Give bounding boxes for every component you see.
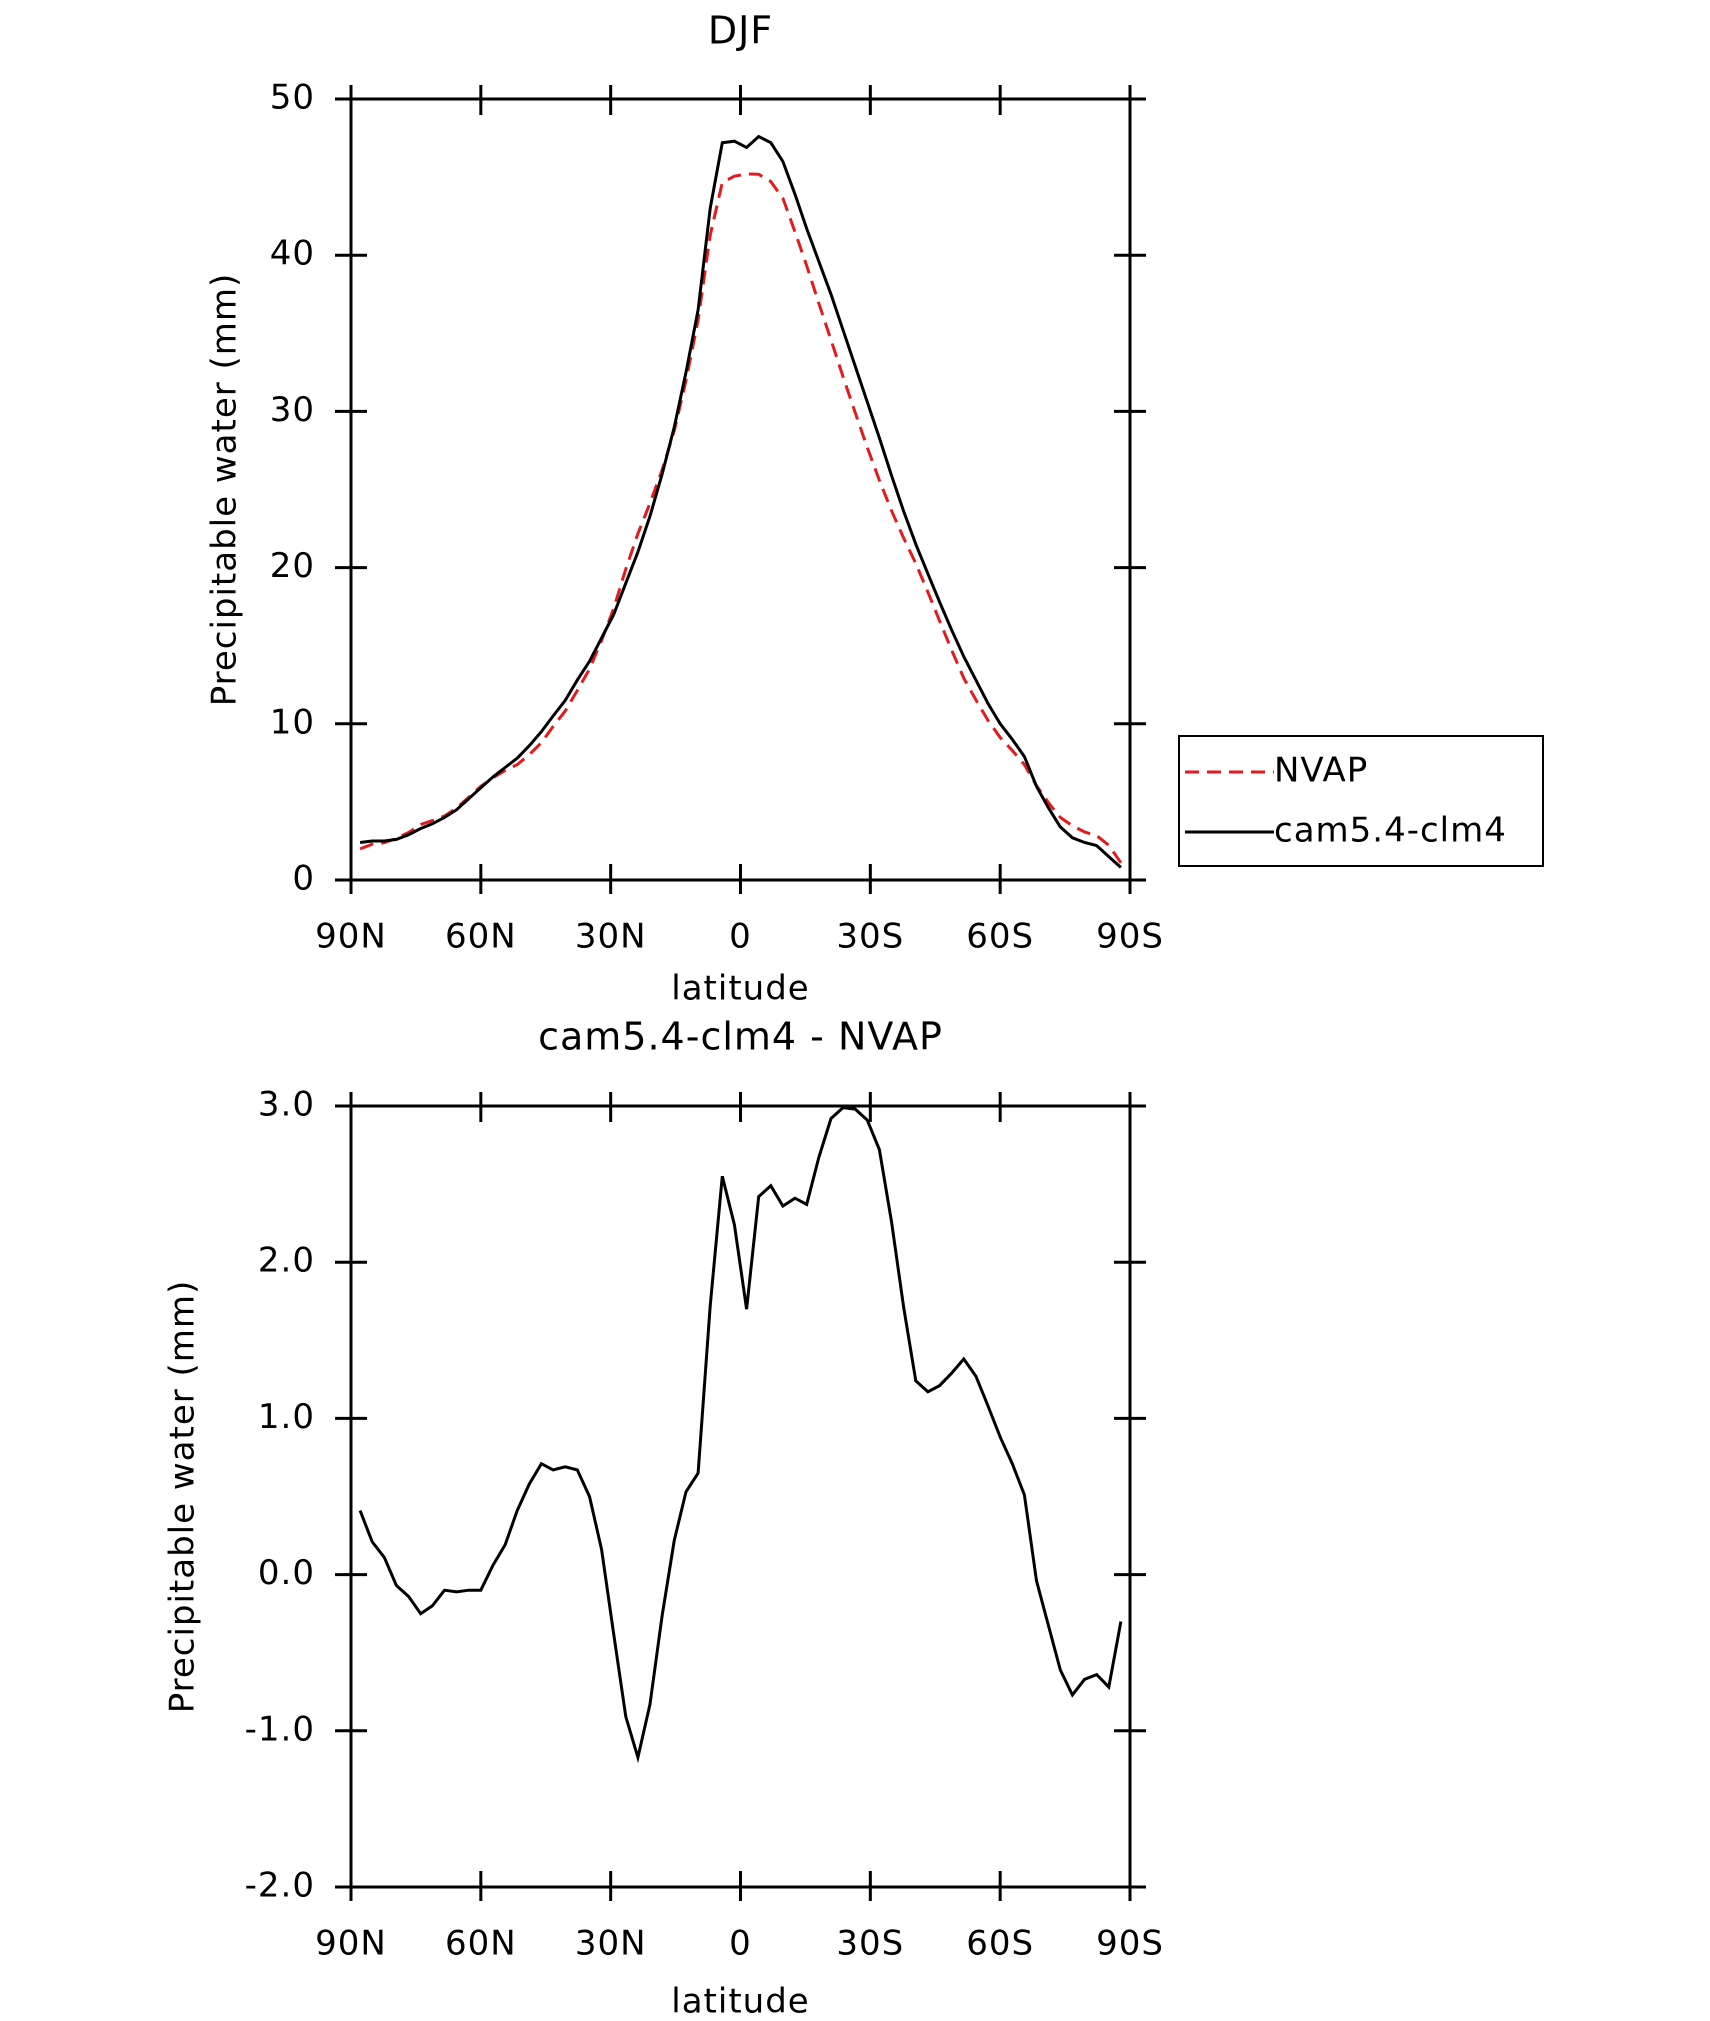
y-tick-label: 0.0 bbox=[258, 1553, 315, 1593]
x-tick-label: 60S bbox=[966, 917, 1034, 957]
x-tick-label: 30S bbox=[836, 1924, 904, 1964]
data-line bbox=[359, 134, 1122, 869]
x-tick-label: 30N bbox=[575, 917, 647, 957]
y-tick-label: 3.0 bbox=[258, 1085, 315, 1125]
chart-title: DJF bbox=[708, 9, 773, 53]
x-tick-label: 0 bbox=[729, 1924, 752, 1964]
y-tick-label: 30 bbox=[270, 390, 315, 430]
y-tick-label: 1.0 bbox=[258, 1397, 315, 1437]
x-tick-label: 0 bbox=[729, 917, 752, 957]
x-tick-label: 30S bbox=[836, 917, 904, 957]
y-tick-label: -1.0 bbox=[245, 1709, 315, 1749]
legend-label: cam5.4-clm4 bbox=[1274, 811, 1507, 851]
plot-frame bbox=[349, 1104, 1132, 1889]
x-tick-label: 90S bbox=[1096, 1924, 1164, 1964]
x-tick-label: 90S bbox=[1096, 917, 1164, 957]
x-tick-label: 60N bbox=[445, 917, 517, 957]
y-tick-label: 40 bbox=[270, 234, 315, 274]
x-tick-label: 30N bbox=[575, 1924, 647, 1964]
x-tick-label: 90N bbox=[315, 917, 387, 957]
x-tick-label: 90N bbox=[315, 1924, 387, 1964]
chart-title: cam5.4-clm4 - NVAP bbox=[538, 1015, 943, 1059]
y-tick-label: 50 bbox=[270, 78, 315, 118]
legend-label: NVAP bbox=[1274, 751, 1368, 791]
y-axis-label: Precipitable water (mm) bbox=[163, 1280, 203, 1714]
x-axis-label: latitude bbox=[671, 1982, 809, 2021]
y-tick-label: 0 bbox=[292, 859, 315, 899]
x-axis-label: latitude bbox=[671, 969, 809, 1009]
x-tick-label: 60N bbox=[445, 1924, 517, 1964]
y-axis-label: Precipitable water (mm) bbox=[205, 273, 245, 707]
y-tick-label: -2.0 bbox=[245, 1866, 315, 1906]
x-tick-label: 60S bbox=[966, 1924, 1034, 1964]
y-tick-label: 10 bbox=[270, 702, 315, 742]
data-line bbox=[359, 172, 1123, 864]
plot-frame bbox=[349, 97, 1132, 882]
data-line bbox=[358, 1106, 1123, 1764]
legend-box bbox=[1178, 735, 1544, 867]
y-tick-label: 2.0 bbox=[258, 1241, 315, 1281]
y-tick-label: 20 bbox=[270, 546, 315, 586]
